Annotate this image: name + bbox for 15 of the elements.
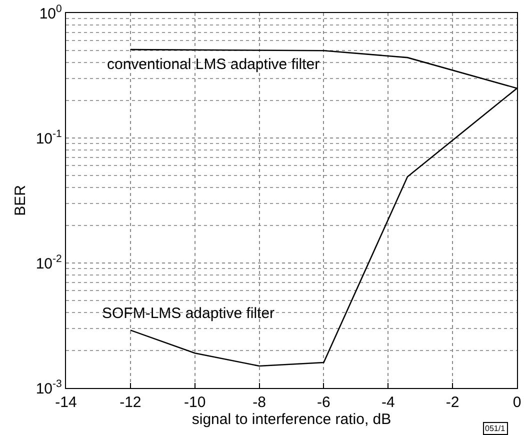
x-tick-label: -10 (184, 394, 206, 412)
x-tick-label: -8 (252, 394, 266, 412)
x-axis-title: signal to interference ratio, dB (192, 411, 392, 428)
y-tick-label: 10$^{-2}$ (36, 252, 62, 272)
x-tick-label: 0 (512, 394, 522, 412)
y-tick-label: 10$^{0}$ (39, 2, 62, 22)
series-label: SOFM-LMS adaptive filter (102, 305, 275, 322)
text: 051/1 (485, 424, 506, 433)
y-tick-label: 10$^{-1}$ (36, 128, 62, 148)
x-tick-label: -12 (120, 394, 142, 412)
y-axis-title: BER (12, 184, 30, 216)
x-tick-label: -6 (317, 394, 330, 412)
x-tick-label: -2 (446, 394, 460, 412)
series-label: conventional LMS adaptive filter (107, 56, 320, 73)
x-tick-label: -4 (381, 394, 395, 412)
